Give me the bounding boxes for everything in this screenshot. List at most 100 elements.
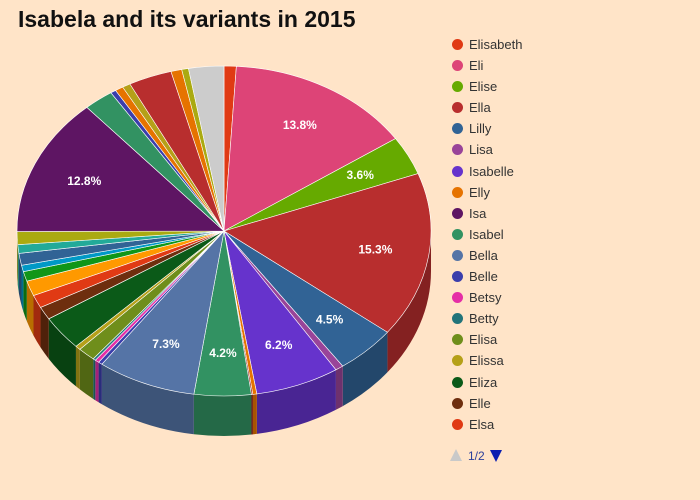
pie-slice-other-33[interactable] [188, 65, 225, 232]
pie-slice-side-4 [342, 332, 388, 407]
legend-item-elsa[interactable]: Elsa [449, 414, 689, 435]
slice-label-lilly: 4.5% [316, 312, 344, 326]
legend-item-isa[interactable]: Isa [449, 203, 689, 224]
legend-label: Elsa [469, 416, 495, 432]
legend-swatch-icon [452, 249, 463, 261]
legend-swatch-icon [452, 39, 463, 50]
legend-swatch-icon [452, 271, 463, 283]
pie-slice-side-3 [387, 231, 431, 373]
pie-slice-side-11 [98, 362, 102, 405]
pie-slice-side-21 [21, 265, 24, 312]
pie-slice-side-17 [40, 307, 49, 359]
legend-item-lilly[interactable]: Lilly [449, 118, 689, 139]
pie-slice-side-22 [18, 253, 22, 306]
legend-label: Elisabeth [469, 37, 523, 52]
legend-swatch-icon [452, 355, 463, 367]
pie-slice-side-14 [79, 349, 94, 399]
legend-label: Isabel [469, 226, 504, 242]
slice-label-eli: 13.8% [283, 118, 317, 132]
legend-item-elise[interactable]: Elise [449, 76, 689, 97]
legend-item-bella[interactable]: Bella [449, 245, 689, 266]
legend-item-elisa[interactable]: Elisa [449, 329, 689, 350]
pie-slice-side-7 [252, 393, 257, 435]
pie-slice-side-6 [256, 369, 336, 434]
pie-slice-side-20 [23, 271, 27, 322]
pie-slice-side-8 [251, 394, 253, 435]
legend-label: Isa [469, 205, 487, 221]
pie-slice-side-16 [48, 318, 76, 387]
legend-swatch-icon [452, 376, 463, 388]
legend-label: Elle [469, 395, 491, 411]
slice-label-elise: 3.6% [347, 168, 375, 182]
legend-label: Elise [469, 79, 498, 95]
legend-item-elisabeth[interactable]: Elisabeth [449, 34, 689, 55]
legend-label: Ella [469, 100, 491, 116]
legend-label: Elissa [469, 353, 504, 369]
legend-item-ella[interactable]: Ella [449, 97, 689, 118]
legend-item-lisa[interactable]: Lisa [449, 139, 689, 160]
legend-swatch-icon [452, 102, 463, 114]
pie-slice-isa-25[interactable] [16, 107, 225, 232]
legend-item-elle[interactable]: Elle [449, 393, 689, 414]
legend-label: Lilly [469, 121, 492, 137]
slice-label-isabelle: 6.2% [265, 338, 293, 352]
slice-label-isabel: 4.2% [209, 346, 237, 360]
pie-slice-side-13 [93, 358, 96, 401]
pie-slice-side-10 [101, 364, 194, 435]
slice-label-bella: 7.3% [152, 337, 180, 351]
pie-slice-side-9 [193, 394, 252, 436]
legend-item-isabelle[interactable]: Isabelle [449, 161, 689, 182]
legend-item-isabel[interactable]: Isabel [449, 224, 689, 245]
legend-item-elly[interactable]: Elly [449, 182, 689, 203]
legend-label: Belle [469, 269, 498, 285]
legend-item-belle[interactable]: Belle [449, 266, 689, 287]
pager-next-icon[interactable] [490, 450, 502, 462]
legend-item-eliza[interactable]: Eliza [449, 372, 689, 393]
legend-swatch-icon [452, 165, 463, 177]
legend-swatch-icon [452, 397, 463, 409]
legend-label: Eli [469, 58, 484, 74]
pie-slice-side-18 [33, 295, 41, 348]
legend-label: Isabelle [469, 163, 514, 179]
legend-swatch-icon [452, 292, 463, 304]
legend-label: Lisa [469, 142, 493, 158]
pie-depth-layer [17, 231, 431, 436]
legend-swatch-icon [452, 313, 463, 325]
legend-label: Eliza [469, 374, 498, 390]
legend-label: Betsy [469, 290, 502, 306]
pie-slice-bella-10[interactable] [101, 230, 225, 395]
legend-label: Betty [469, 311, 499, 327]
legend-item-eli[interactable]: Eli [449, 55, 689, 76]
legend: Elisabeth Eli Elise Ella Lilly Lisa Isabelle El… [449, 34, 689, 435]
legend-item-elissa[interactable]: Elissa [449, 350, 689, 371]
legend-swatch-icon [452, 81, 463, 93]
legend-label: Elisa [469, 332, 498, 348]
legend-swatch-icon [452, 60, 463, 72]
pie-slice-side-23 [17, 244, 19, 294]
pie-slice-side-12 [95, 360, 99, 403]
legend-swatch-icon [452, 123, 463, 135]
pie-slice-side-5 [335, 366, 343, 410]
chart-title: Isabela and its variants in 2015 [18, 6, 356, 32]
pie-label-layer: 13.8% 3.6% 15.3% 4.5% 6.2% 4.2% 7.3% 12.8% [67, 118, 393, 360]
pager-text: 1/2 [468, 449, 485, 463]
slice-label-isa: 12.8% [67, 174, 101, 188]
legend-swatch-icon [452, 186, 463, 198]
pie-slice-ella-3[interactable] [223, 173, 432, 333]
pie-slice-side-15 [75, 346, 80, 390]
legend-swatch-icon [452, 228, 463, 240]
legend-label: Bella [469, 247, 498, 263]
pie-slice-side-19 [26, 281, 34, 336]
pager-prev-icon[interactable] [450, 449, 462, 461]
legend-item-betty[interactable]: Betty [449, 308, 689, 329]
legend-swatch-icon [452, 418, 463, 430]
legend-swatch-icon [452, 144, 463, 156]
legend-item-betsy[interactable]: Betsy [449, 287, 689, 308]
pie-slice-eli-1[interactable] [223, 65, 396, 232]
legend-swatch-icon [452, 334, 463, 346]
slice-label-ella: 15.3% [358, 243, 392, 257]
legend-swatch-icon [452, 207, 463, 219]
pie-top-layer [16, 65, 432, 397]
legend-label: Elly [469, 184, 490, 200]
